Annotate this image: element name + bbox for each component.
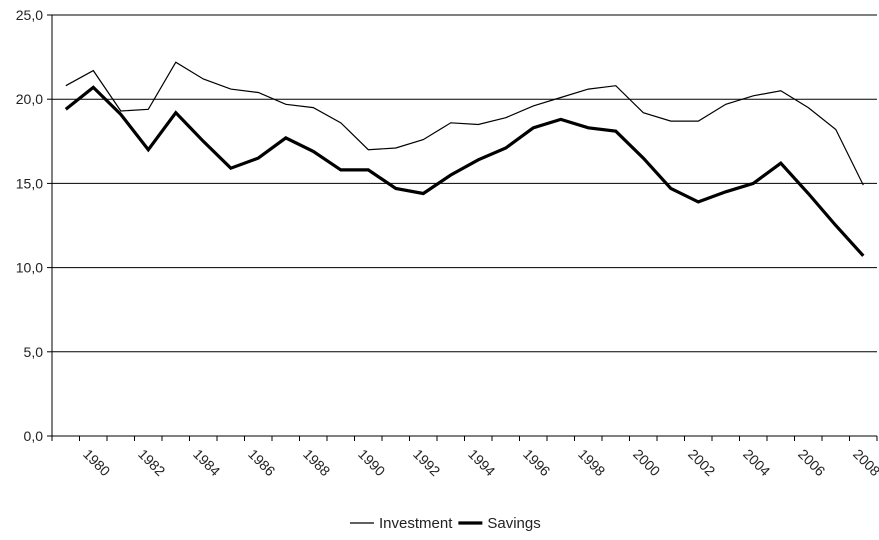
x-tick-label: 2006: [795, 446, 828, 479]
series-line-investment: [65, 61, 864, 186]
legend: Investment Savings: [350, 515, 541, 532]
x-tick-label: 1994: [465, 446, 498, 479]
y-tick-label: 15,0: [16, 175, 43, 191]
y-tick-label: 0,0: [24, 428, 44, 444]
legend-label-savings: Savings: [487, 515, 540, 532]
x-tick-label: 1990: [355, 446, 388, 479]
x-tick-label: 1996: [520, 446, 553, 479]
x-tick-label: 1984: [190, 446, 223, 479]
x-tick-label: 2000: [630, 446, 663, 479]
y-tick-label: 25,0: [16, 7, 43, 23]
x-tick-label: 1980: [80, 446, 113, 479]
series-lines: [64, 61, 865, 257]
x-tick-label: 1986: [245, 446, 278, 479]
x-tick-label: 2002: [685, 446, 718, 479]
legend-label-investment: Investment: [379, 515, 453, 532]
series-line-savings: [64, 85, 865, 257]
axes: 0,0 5,0 10,0 15,0 20,0 25,0 1980 1982 1984 1986 19…: [16, 7, 879, 479]
x-tick-label: 1992: [410, 446, 443, 479]
x-tick-label: 1988: [300, 446, 333, 479]
x-tick-label: 2008: [850, 446, 879, 479]
x-tick-label: 1998: [575, 446, 608, 479]
y-tick-label: 10,0: [16, 260, 43, 276]
x-tick-label: 2004: [740, 446, 773, 479]
y-tick-label: 20,0: [16, 91, 43, 107]
x-tick-label: 1982: [135, 446, 168, 479]
gridlines: [52, 14, 877, 353]
y-tick-label: 5,0: [24, 344, 44, 360]
